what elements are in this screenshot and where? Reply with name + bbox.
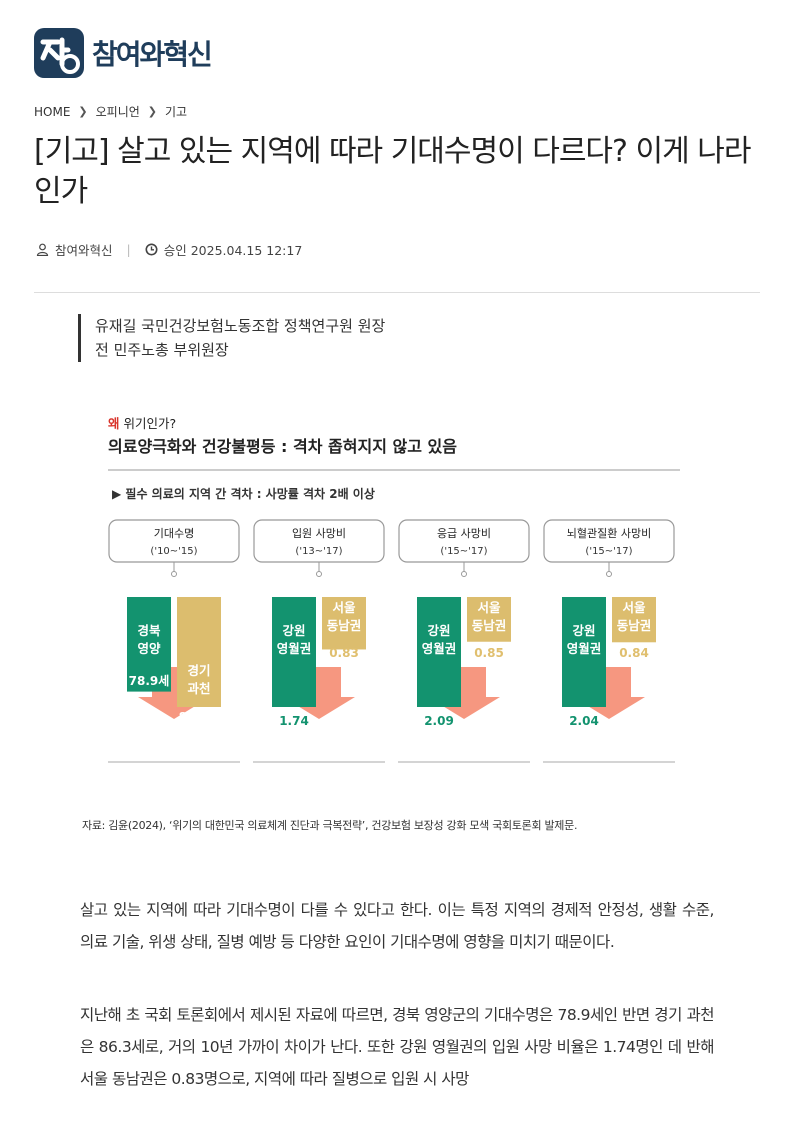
article-author: 참여와혁신 (55, 243, 113, 258)
breadcrumb-home[interactable]: HOME (34, 104, 71, 119)
bar-value-label: 78.9세 (129, 673, 170, 688)
bar-value-label: 1.74 (279, 714, 309, 728)
article-approved-date: 승인 2025.04.15 12:17 (163, 243, 303, 258)
panel-period: ('15~'17) (440, 546, 487, 557)
figure-caption: 자료: 김윤(2024), ‘위기의 대한민국 의료체계 진단과 극복전략’, … (82, 819, 578, 832)
user-icon (36, 243, 49, 256)
bar-value-label: 2.09 (424, 714, 454, 728)
article-paragraph-1: 살고 있는 지역에 따라 기대수명이 다를 수 있다고 한다. 이는 특정 지역… (80, 900, 715, 951)
bar-region-label: 과천 (187, 681, 210, 696)
panel-connector-dot (171, 571, 177, 577)
bar-region-label: 경북 (137, 623, 161, 638)
bar-value-label: 86.3세 (179, 709, 220, 724)
chart-title: 의료양극화와 건강불평등 : 격차 좁혀지지 않고 있음 (108, 437, 457, 456)
panel-label: 기대수명 (154, 527, 194, 540)
article-title: [기고] 살고 있는 지역에 따라 기대수명이 다르다? 이게 나라인가 (34, 134, 751, 209)
article-meta: 참여와혁신 | 승인 2025.04.15 12:17 (36, 240, 302, 259)
chevron-right-icon: ❯ (78, 105, 88, 118)
bar-region-label: 서울 (622, 600, 646, 615)
infographic-chart: 왜 위기인가? 의료양극화와 건강불평등 : 격차 좁혀지지 않고 있음 ▶ 필… (108, 416, 680, 763)
breadcrumb-category[interactable]: 기고 (165, 105, 188, 119)
bar-region-label: 동남권 (472, 618, 507, 633)
byline-line-2: 전 민주노총 부위원장 (95, 341, 229, 359)
bar-value-label: 2.04 (569, 714, 599, 728)
chart-bar (467, 597, 511, 642)
bar-region-label: 강원 (282, 623, 305, 638)
chart-kicker: 왜 위기인가? (108, 416, 176, 431)
panel-connector-dot (316, 571, 322, 577)
panel-label: 입원 사망비 (292, 527, 346, 540)
chart-bar (612, 597, 656, 643)
bar-region-label: 영월권 (567, 641, 602, 656)
site-logo[interactable]: 참여와혁신 (34, 28, 213, 78)
author-byline: 유재길 국민건강보험노동조합 정책연구원 원장 전 민주노총 부위원장 (78, 314, 385, 362)
article-paragraph-2: 지난해 초 국회 토론회에서 제시된 자료에 따르면, 경북 영양군의 기대수명… (80, 1005, 715, 1088)
panel-period: ('10~'15) (150, 546, 197, 557)
breadcrumb: HOME ❯ 오피니언 ❯ 기고 (34, 103, 187, 120)
bar-region-label: 경기 (187, 663, 210, 678)
chart-bar (322, 597, 366, 650)
bar-value-label: 0.85 (474, 646, 504, 660)
bar-region-label: 동남권 (327, 618, 362, 633)
bar-region-label: 서울 (332, 600, 356, 615)
panel-label: 응급 사망비 (437, 527, 491, 540)
bar-value-label: 0.83 (329, 646, 359, 660)
chart-kicker-red: 왜 (108, 416, 120, 431)
bar-region-label: 강원 (427, 623, 450, 638)
logo-text: 참여와혁신 (92, 38, 213, 71)
chart-bar (417, 597, 461, 707)
panel-label: 뇌혈관질환 사망비 (567, 526, 651, 540)
byline-line-1: 유재길 국민건강보험노동조합 정책연구원 원장 (95, 317, 386, 335)
chart-kicker-text: 위기인가? (124, 416, 177, 431)
bar-value-label: 0.84 (619, 646, 649, 660)
clock-icon (145, 243, 158, 256)
chart-bar (177, 597, 221, 707)
chart-bar (562, 597, 606, 707)
bar-region-label: 영양 (137, 641, 161, 656)
bar-region-label: 서울 (477, 600, 501, 615)
bar-region-label: 강원 (572, 623, 595, 638)
bar-region-label: 영월권 (277, 641, 312, 656)
meta-divider: | (126, 242, 131, 257)
logo-mark-icon (34, 28, 84, 78)
panel-period: ('15~'17) (585, 546, 632, 557)
header-divider (34, 292, 760, 293)
chevron-right-icon: ❯ (147, 105, 158, 118)
panel-connector-dot (606, 571, 612, 577)
bar-region-label: 동남권 (617, 618, 652, 633)
chart-bar (127, 597, 171, 692)
chart-bar (272, 597, 316, 707)
bar-region-label: 영월권 (422, 641, 457, 656)
chart-subtitle: ▶ 필수 의료의 지역 간 격차 : 사망률 격차 2배 이상 (112, 486, 375, 501)
panel-period: ('13~'17) (295, 546, 342, 557)
panel-connector-dot (461, 571, 467, 577)
breadcrumb-section[interactable]: 오피니언 (95, 105, 140, 119)
